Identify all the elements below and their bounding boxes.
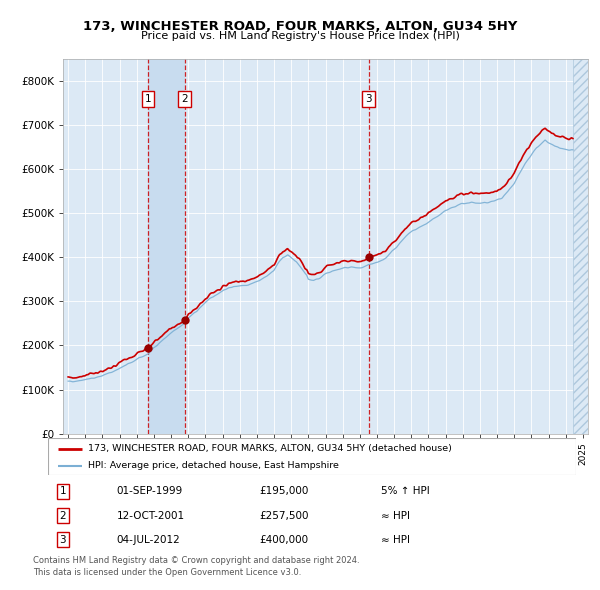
Text: ≈ HPI: ≈ HPI (380, 535, 410, 545)
Text: 01-SEP-1999: 01-SEP-1999 (116, 486, 183, 496)
Text: 12-OCT-2001: 12-OCT-2001 (116, 510, 185, 520)
Text: 1: 1 (59, 486, 66, 496)
Text: Price paid vs. HM Land Registry's House Price Index (HPI): Price paid vs. HM Land Registry's House … (140, 31, 460, 41)
Text: Contains HM Land Registry data © Crown copyright and database right 2024.: Contains HM Land Registry data © Crown c… (33, 556, 359, 565)
Bar (573, 59, 588, 434)
Text: ≈ HPI: ≈ HPI (380, 510, 410, 520)
Text: 3: 3 (365, 94, 372, 104)
Text: £257,500: £257,500 (259, 510, 309, 520)
Text: £195,000: £195,000 (259, 486, 308, 496)
Text: 173, WINCHESTER ROAD, FOUR MARKS, ALTON, GU34 5HY: 173, WINCHESTER ROAD, FOUR MARKS, ALTON,… (83, 20, 517, 33)
Text: 04-JUL-2012: 04-JUL-2012 (116, 535, 181, 545)
Text: 2: 2 (181, 94, 188, 104)
Text: HPI: Average price, detached house, East Hampshire: HPI: Average price, detached house, East… (88, 461, 338, 470)
Text: 5% ↑ HPI: 5% ↑ HPI (380, 486, 430, 496)
Text: This data is licensed under the Open Government Licence v3.0.: This data is licensed under the Open Gov… (33, 568, 301, 576)
Text: £400,000: £400,000 (259, 535, 308, 545)
Text: 3: 3 (59, 535, 66, 545)
Bar (148, 59, 185, 434)
Text: 173, WINCHESTER ROAD, FOUR MARKS, ALTON, GU34 5HY (detached house): 173, WINCHESTER ROAD, FOUR MARKS, ALTON,… (88, 444, 451, 453)
Text: 1: 1 (145, 94, 152, 104)
Text: 2: 2 (59, 510, 66, 520)
